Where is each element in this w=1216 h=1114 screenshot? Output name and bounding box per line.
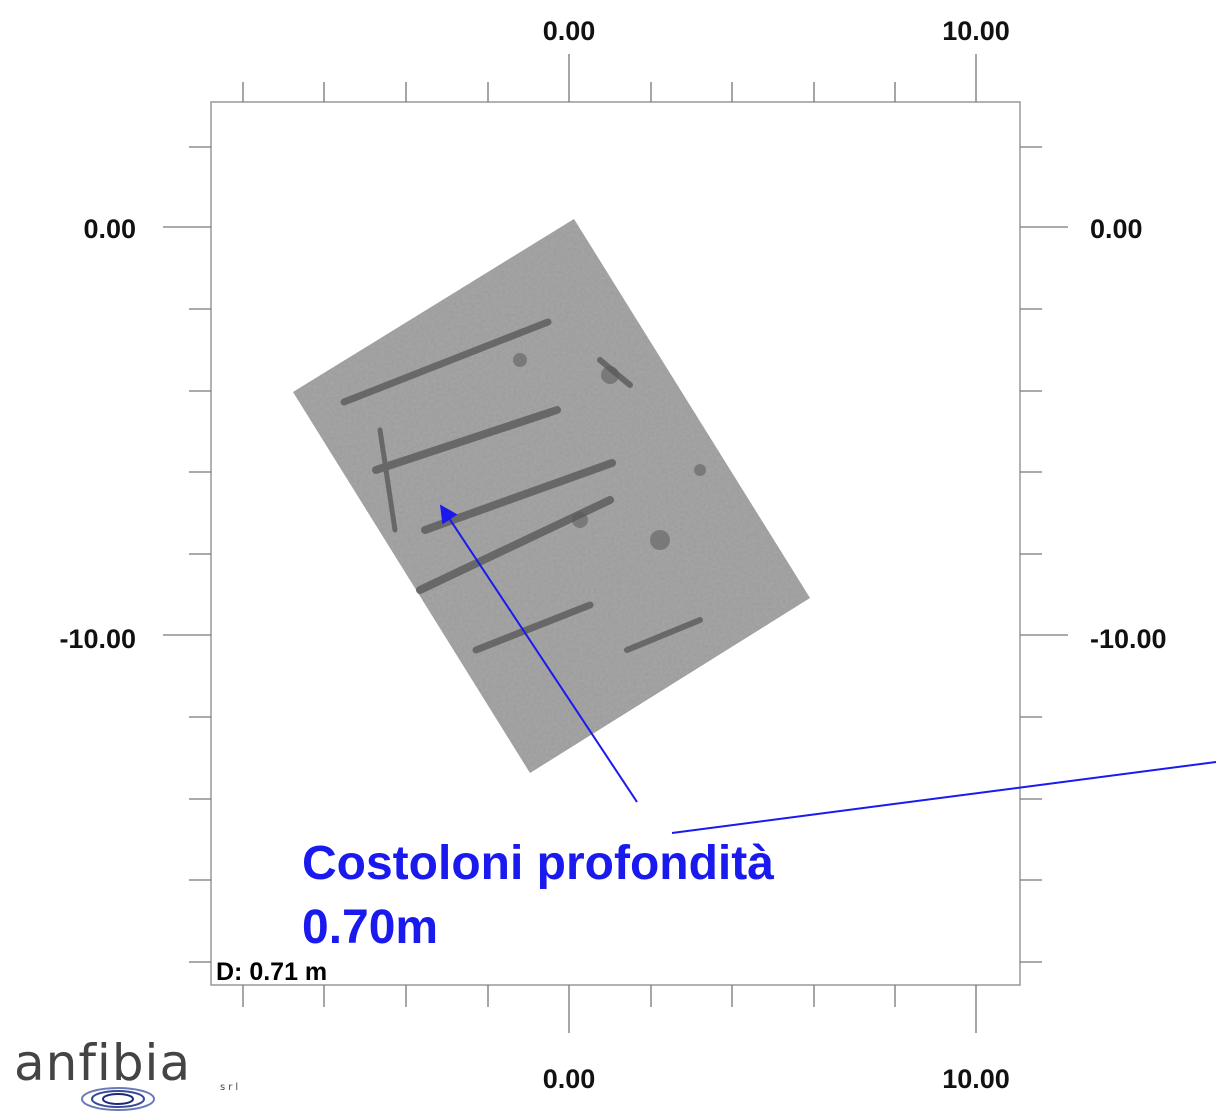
x-bottom-tick-label-0: 0.00 (543, 1064, 596, 1094)
annotation-line-1: Costoloni profondità (302, 837, 774, 890)
x-top-tick-label-1: 10.00 (942, 16, 1010, 46)
annotation-arrow (440, 504, 638, 803)
annotation-arrow-right (671, 761, 1216, 834)
ridge-band (624, 617, 703, 653)
x-top-tick-label-0: 0.00 (543, 16, 596, 46)
x-bottom-tick-label-1: 10.00 (942, 1064, 1010, 1094)
company-logo: anfibia srl (14, 1034, 244, 1111)
y-right-tick-label-0: 0.00 (1090, 214, 1143, 244)
y-left-tick-label-1: -10.00 (59, 624, 136, 654)
annotation-line-2: 0.70m (302, 901, 439, 954)
ridge-band (340, 318, 552, 406)
annotation-label: Costoloni profondità 0.70m (302, 832, 1002, 960)
axis-ticks (163, 54, 1068, 1033)
y-right-tick-label-1: -10.00 (1090, 624, 1167, 654)
ridge-band (372, 406, 561, 474)
logo-text: anfibia (14, 1034, 192, 1092)
logo-suffix: srl (220, 1082, 242, 1093)
ridge-band (377, 427, 398, 533)
y-left-tick-label-0: 0.00 (83, 214, 136, 244)
depth-label: D: 0.71 m (216, 958, 327, 986)
ridge-band (472, 601, 594, 654)
